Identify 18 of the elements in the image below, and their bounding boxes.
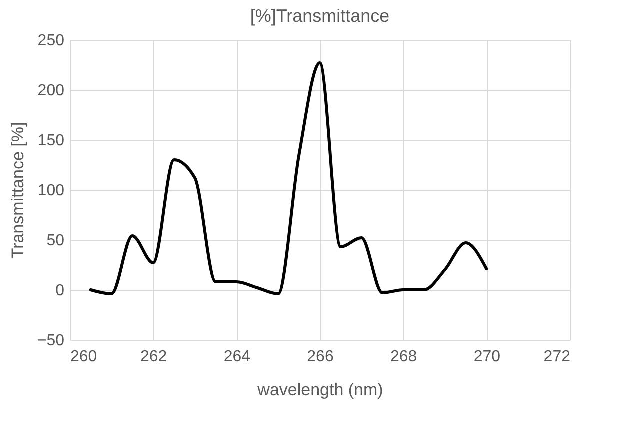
x-tick-label: 266 xyxy=(307,348,334,366)
x-tick-label: 260 xyxy=(70,348,98,366)
y-tick-label: 200 xyxy=(38,82,65,100)
y-tick-label: 250 xyxy=(38,32,65,50)
y-tick-label: 150 xyxy=(38,132,65,150)
chart-title: [%]Transmittance xyxy=(250,6,390,26)
x-tick-label: 272 xyxy=(544,348,571,366)
x-tick-label: 270 xyxy=(474,348,501,366)
y-tick-label: 100 xyxy=(38,182,65,200)
y-tick-label: 0 xyxy=(56,282,65,300)
x-tick-label: 262 xyxy=(140,348,168,366)
x-tick-label: 268 xyxy=(390,348,418,366)
y-tick-label: 50 xyxy=(46,232,65,250)
y-axis-title: Transmittance [%] xyxy=(8,122,28,259)
x-axis-title: wavelength (nm) xyxy=(256,380,384,400)
line-series xyxy=(89,62,488,296)
y-tick-label: −50 xyxy=(37,332,65,350)
x-tick-label: 264 xyxy=(224,348,251,366)
